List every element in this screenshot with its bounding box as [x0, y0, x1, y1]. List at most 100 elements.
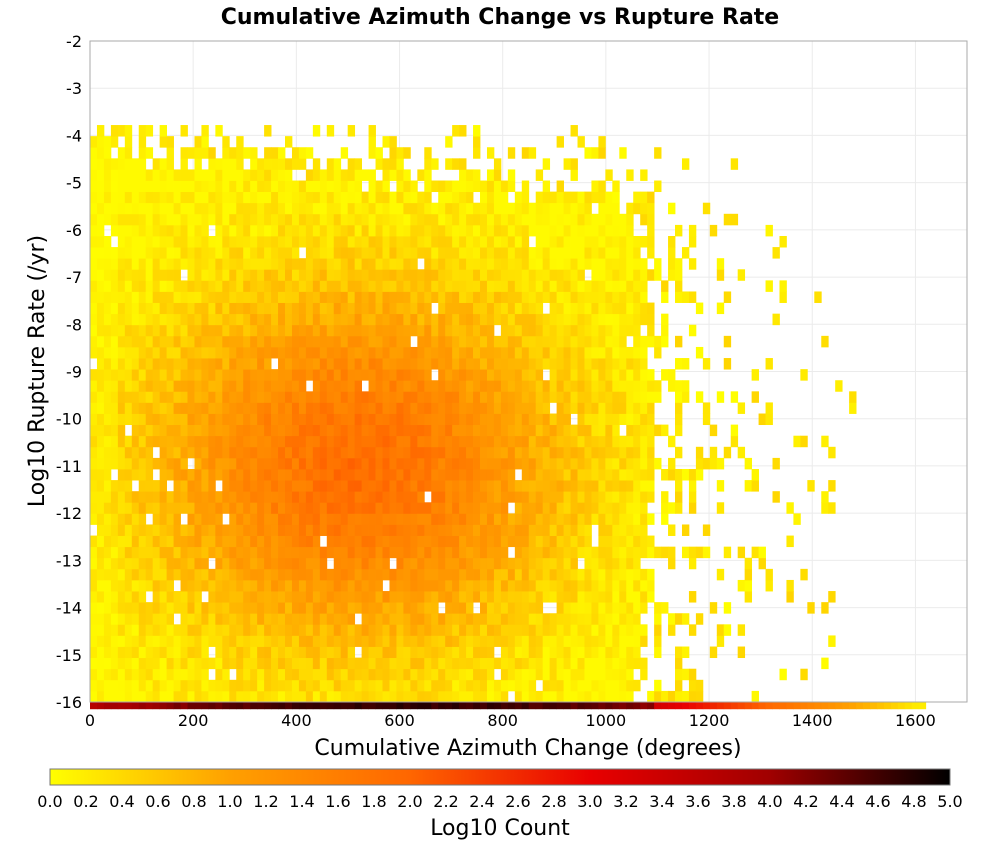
heatmap-cell: [333, 668, 342, 681]
heatmap-cell: [159, 291, 168, 303]
heatmap-cell: [354, 513, 363, 525]
heatmap-cell: [570, 291, 578, 303]
heatmap-cell: [375, 380, 383, 392]
heatmap-cell: [619, 313, 627, 326]
heatmap-cell: [208, 491, 216, 503]
heatmap-cell: [431, 391, 439, 403]
heatmap-cell: [675, 690, 683, 703]
heatmap-cell: [542, 269, 551, 281]
heatmap-cell: [535, 169, 544, 181]
heatmap-cell: [382, 346, 390, 359]
heatmap-cell: [215, 635, 223, 647]
heatmap-cell: [312, 324, 321, 337]
heatmap-cell: [131, 502, 140, 514]
heatmap-cell: [340, 313, 349, 326]
heatmap-cell: [201, 313, 209, 326]
heatmap-cell: [271, 546, 279, 559]
heatmap-cell: [549, 579, 558, 592]
heatmap-cell: [452, 258, 460, 270]
heatmap-cell: [619, 468, 627, 481]
heatmap-cell: [333, 224, 342, 237]
heatmap-cell: [201, 424, 209, 437]
heatmap-cell: [765, 402, 773, 414]
heatmap-cell: [257, 468, 265, 481]
heatmap-cell: [542, 324, 551, 337]
heatmap-cell: [535, 202, 544, 215]
heatmap-cell: [668, 502, 676, 514]
heatmap-cell: [382, 324, 390, 337]
heatmap-cell: [452, 302, 460, 315]
heatmap-cell: [194, 591, 202, 603]
heatmap-cell: [556, 646, 564, 659]
heatmap-cell: [278, 302, 286, 315]
heatmap-cell: [452, 180, 460, 193]
heatmap-cell: [403, 457, 411, 470]
heatmap-cell: [535, 579, 544, 592]
heatmap-cell: [166, 613, 174, 625]
heatmap-cell: [514, 524, 523, 536]
heatmap-cell: [250, 213, 258, 226]
heatmap-cell: [459, 657, 467, 670]
heatmap-cell: [250, 291, 258, 303]
heatmap-cell-bottom-row: [688, 701, 697, 710]
heatmap-cell: [605, 380, 613, 392]
heatmap-cell: [563, 280, 571, 292]
heatmap-cell: [619, 302, 627, 315]
heatmap-cell: [257, 280, 265, 292]
heatmap-cell: [271, 391, 279, 403]
heatmap-cell: [612, 346, 620, 359]
heatmap-cell: [103, 446, 112, 459]
heatmap-cell: [124, 480, 133, 492]
heatmap-cell: [647, 213, 655, 226]
heatmap-cell: [298, 679, 307, 692]
heatmap-cell: [145, 202, 154, 215]
heatmap-cell: [640, 480, 648, 492]
heatmap-cell: [459, 258, 467, 270]
heatmap-cell: [473, 446, 481, 459]
heatmap-cell: [131, 269, 140, 281]
heatmap-cell: [201, 247, 209, 259]
heatmap-cell-bottom-row: [619, 701, 627, 710]
heatmap-cell: [131, 646, 140, 659]
heatmap-cell: [591, 324, 599, 337]
heatmap-cell: [577, 302, 585, 315]
heatmap-cell: [243, 468, 251, 481]
heatmap-cell: [507, 557, 516, 570]
heatmap-cell: [493, 258, 502, 270]
heatmap-cell: [626, 513, 634, 525]
heatmap-cell: [396, 302, 404, 315]
heatmap-cell: [194, 213, 202, 226]
heatmap-cell: [285, 535, 293, 548]
heatmap-cell: [257, 224, 265, 237]
heatmap-cell: [278, 335, 286, 348]
heatmap-cell: [340, 391, 349, 403]
heatmap-cell: [159, 591, 168, 603]
heatmap-cell: [410, 247, 418, 259]
heatmap-cell: [180, 169, 188, 181]
heatmap-cell: [417, 302, 425, 315]
heatmap-cell: [382, 491, 390, 503]
heatmap-cell: [584, 258, 592, 270]
heatmap-cell: [584, 191, 592, 204]
heatmap-cell: [591, 191, 599, 204]
heatmap-cell: [612, 657, 620, 670]
heatmap-cell: [291, 269, 300, 281]
heatmap-cell: [110, 391, 119, 403]
heatmap-cell: [403, 491, 411, 503]
heatmap-cell: [333, 335, 342, 348]
heatmap-cell: [257, 513, 265, 525]
heatmap-cell: [340, 491, 349, 503]
heatmap-cell: [131, 546, 140, 559]
heatmap-cell: [549, 568, 558, 581]
heatmap-cell-bottom-row: [542, 701, 551, 710]
heatmap-cell: [361, 568, 369, 581]
heatmap-cell: [556, 657, 564, 670]
heatmap-cell: [264, 446, 272, 459]
heatmap-cell: [480, 213, 488, 226]
heatmap-cell: [361, 679, 369, 692]
heatmap-cell: [347, 457, 356, 470]
heatmap-cell: [340, 635, 349, 647]
heatmap-cell: [103, 291, 112, 303]
heatmap-cell: [159, 235, 168, 248]
heatmap-cell-bottom-row: [772, 701, 780, 710]
